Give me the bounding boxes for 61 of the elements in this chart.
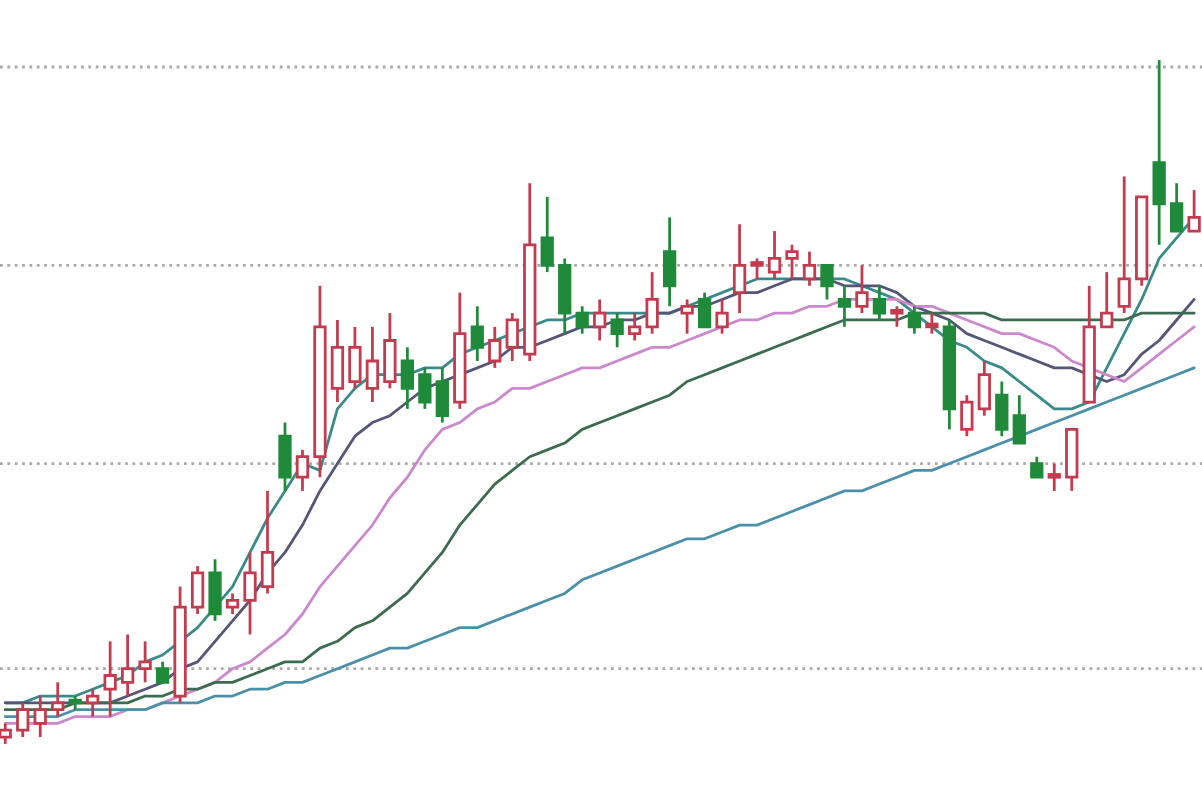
candlestick bbox=[680, 298, 694, 336]
candlestick bbox=[383, 311, 397, 390]
candlestick bbox=[645, 270, 659, 336]
candlestick bbox=[330, 318, 345, 404]
candlestick bbox=[155, 660, 170, 684]
candlestick bbox=[365, 325, 380, 404]
candlestick bbox=[1152, 58, 1166, 247]
candlestick bbox=[505, 311, 519, 363]
candlestick bbox=[1065, 427, 1079, 493]
candlestick bbox=[558, 257, 572, 336]
candlestick bbox=[260, 489, 275, 595]
candlestick bbox=[1117, 175, 1131, 315]
candlestick bbox=[0, 721, 12, 746]
candlestick bbox=[960, 393, 974, 438]
candlestick bbox=[138, 639, 152, 684]
candlestick bbox=[418, 366, 432, 411]
candlestick bbox=[1100, 270, 1114, 329]
candlestick bbox=[732, 222, 747, 315]
candlestick bbox=[890, 304, 904, 329]
candlestick bbox=[750, 257, 764, 281]
candlestick bbox=[1170, 181, 1184, 233]
candlestick bbox=[121, 633, 135, 698]
candlestick bbox=[907, 304, 922, 336]
candlestick bbox=[540, 195, 554, 274]
candlestick bbox=[855, 263, 869, 315]
candlestick bbox=[785, 243, 799, 281]
candlestick bbox=[995, 380, 1009, 438]
candlestick bbox=[470, 304, 484, 363]
candlestick bbox=[610, 311, 624, 349]
candlestick bbox=[1187, 188, 1201, 233]
candlestick bbox=[662, 216, 677, 308]
candlestick bbox=[435, 366, 449, 424]
candlestick bbox=[1030, 455, 1044, 479]
candlestick bbox=[977, 359, 991, 418]
candlestick bbox=[16, 701, 30, 739]
candlestick bbox=[278, 421, 292, 493]
candlestick bbox=[820, 263, 834, 301]
candlestick bbox=[295, 448, 310, 493]
candlestick bbox=[715, 298, 729, 336]
candlestick bbox=[767, 229, 782, 281]
candlestick bbox=[837, 284, 852, 329]
candlestick bbox=[1047, 462, 1061, 493]
candlestick bbox=[488, 325, 502, 370]
candlestick bbox=[697, 291, 712, 329]
candlestick bbox=[575, 304, 589, 336]
candlestick bbox=[348, 325, 362, 390]
candlestick bbox=[225, 592, 240, 616]
candlestick bbox=[400, 345, 414, 411]
candlestick bbox=[925, 311, 939, 336]
candlestick bbox=[243, 551, 257, 636]
candlestick bbox=[208, 557, 222, 623]
candlestick bbox=[190, 564, 205, 616]
candlestick bbox=[103, 639, 117, 718]
candlestick bbox=[802, 250, 817, 288]
candlestick bbox=[86, 687, 100, 718]
candlestick bbox=[1012, 393, 1026, 445]
candlestick bbox=[593, 298, 607, 342]
candlestick bbox=[51, 680, 65, 718]
candlestick bbox=[33, 694, 47, 739]
candlestick bbox=[628, 311, 642, 342]
candlestick bbox=[872, 284, 887, 322]
